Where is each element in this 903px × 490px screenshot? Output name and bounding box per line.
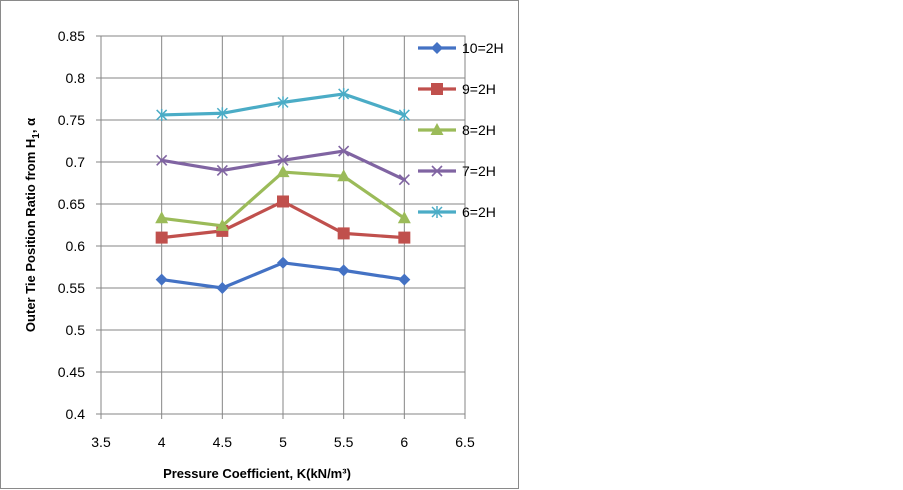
data-point: [398, 273, 411, 286]
x-tick-label: 6.5: [455, 434, 475, 450]
y-axis-title: Outer Tie Position Ratio from H1, α: [23, 118, 42, 332]
series-1: [155, 256, 411, 294]
legend-marker: [431, 206, 443, 218]
x-tick-label: 5: [279, 434, 287, 450]
y-tick-label: 0.8: [66, 70, 86, 86]
data-point: [397, 211, 411, 224]
data-point: [398, 231, 411, 244]
y-axis-title-suffix: , α: [23, 118, 38, 133]
x-tick-label: 3.5: [91, 434, 111, 450]
y-tick-label: 0.4: [66, 406, 86, 422]
series-3: [155, 165, 411, 231]
y-tick-label: 0.5: [66, 322, 86, 338]
grid-layer: [96, 35, 466, 419]
y-tick-label: 0.45: [58, 364, 85, 380]
chart-frame: [0, 0, 519, 489]
data-point: [277, 256, 289, 269]
series-layer: [155, 87, 411, 294]
x-tick-labels: 3.5 4 4.5 5 5.5 6 6.5: [91, 434, 475, 450]
legend-marker: [431, 42, 443, 54]
data-point: [215, 218, 229, 231]
data-point: [216, 107, 228, 120]
y-tick-label: 0.55: [58, 280, 85, 296]
legend-item: 8=2H: [418, 122, 496, 138]
y-axis-title-sub: 1: [31, 133, 42, 139]
y-tick-label: 0.7: [66, 154, 86, 170]
data-point: [338, 145, 350, 157]
y-tick-label: 0.65: [58, 196, 85, 212]
data-point: [155, 211, 169, 224]
plot-area-border: [100, 35, 466, 415]
data-point-stroke: [156, 154, 168, 166]
legend-marker: [431, 165, 443, 177]
data-point-stroke: [277, 154, 289, 166]
y-tick-labels: 0.4 0.45 0.5 0.55 0.6 0.65 0.7 0.75 0.8 0.85: [58, 28, 85, 422]
data-point: [155, 231, 168, 244]
data-point: [338, 87, 350, 100]
data-point: [156, 108, 168, 121]
y-tick-label: 0.75: [58, 112, 85, 128]
data-point: [155, 273, 168, 286]
legend-item: 6=2H: [418, 204, 496, 220]
series-4: [156, 145, 410, 186]
x-tick-label: 4.5: [213, 434, 233, 450]
data-point: [337, 169, 351, 182]
data-point: [277, 96, 289, 109]
legend-marker: [430, 123, 444, 135]
legend-label: 8=2H: [462, 122, 496, 138]
data-point-stroke: [338, 145, 350, 157]
legend-label: 6=2H: [462, 204, 496, 220]
legend-item: 7=2H: [418, 163, 496, 179]
data-point: [337, 227, 350, 240]
y-axis-title-main: Outer Tie Position Ratio from H: [23, 139, 38, 332]
data-point: [277, 154, 289, 166]
data-point: [216, 282, 229, 294]
data-point: [156, 154, 168, 166]
legend-label: 7=2H: [462, 163, 496, 179]
legend-label: 10=2H: [462, 40, 504, 56]
data-point-stroke: [398, 174, 410, 186]
y-tick-label: 0.85: [58, 28, 85, 44]
legend-marker: [431, 83, 443, 95]
legend-item: 10=2H: [418, 40, 504, 56]
legend-marker-stroke: [431, 165, 443, 177]
x-tick-label: 6: [400, 434, 408, 450]
legend-label: 9=2H: [462, 81, 496, 97]
data-point: [337, 264, 350, 277]
data-point: [216, 164, 228, 176]
x-axis-title: Pressure Coefficient, K(kN/m³): [163, 466, 351, 481]
x-tick-label: 5.5: [334, 434, 354, 450]
data-point: [276, 165, 290, 178]
data-point: [277, 195, 289, 208]
series-5: [156, 87, 410, 121]
y-tick-label: 0.6: [66, 238, 86, 254]
legend: 10=2H 9=2H 8=2H 7=2H 6=2H: [418, 40, 504, 220]
legend-item: 9=2H: [418, 81, 496, 97]
data-point: [398, 108, 410, 121]
data-point: [398, 174, 410, 186]
x-tick-label: 4: [158, 434, 166, 450]
data-point-stroke: [216, 164, 228, 176]
